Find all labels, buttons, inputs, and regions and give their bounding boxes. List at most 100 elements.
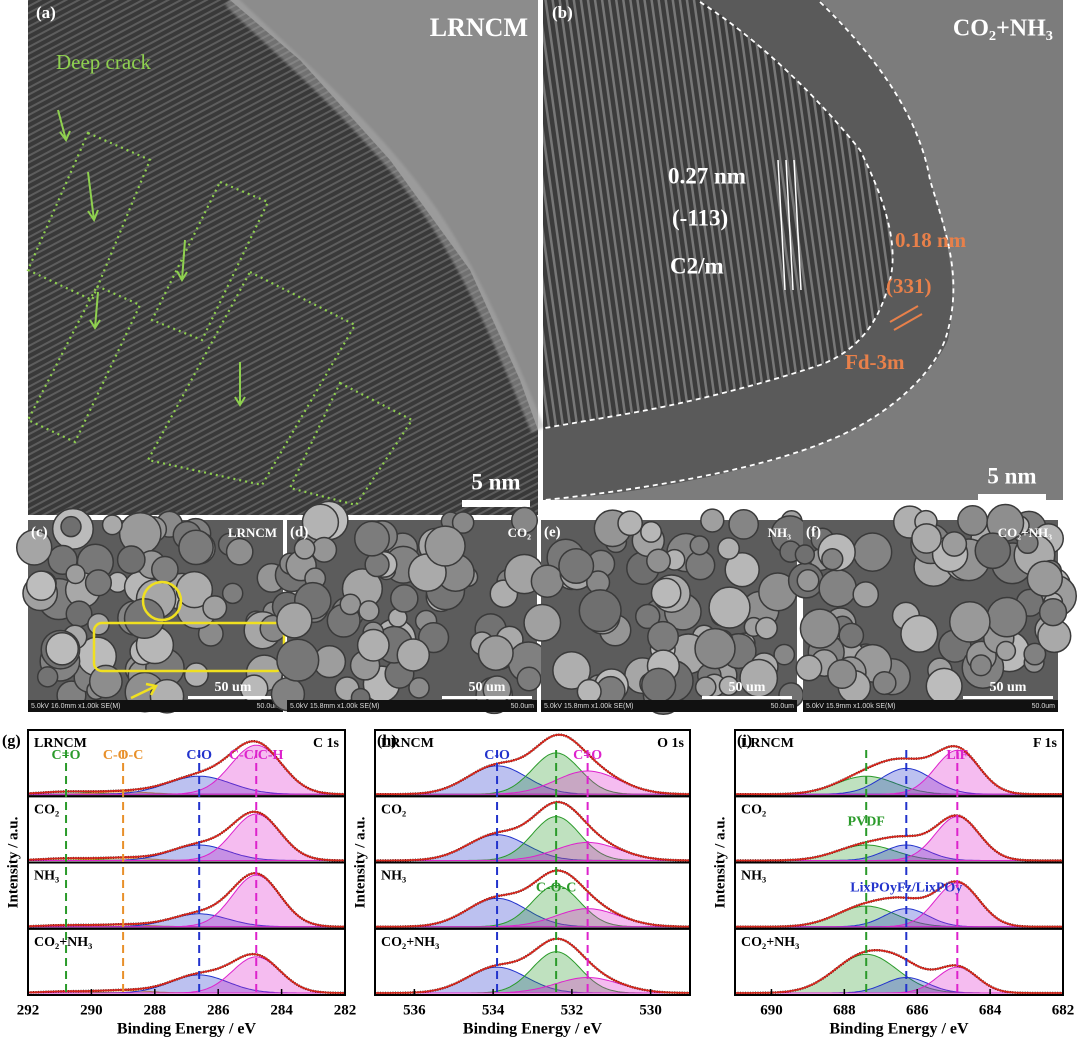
component-peak <box>734 908 1064 928</box>
sem-scale-text: 50.0um <box>1032 703 1056 710</box>
sem-row: 5.0kV 16.0mm x1.00k SE(M) 50.0um(c) LRNCM5… <box>15 500 1078 716</box>
panel-label: (e) <box>544 524 561 540</box>
component-label: LixPOyFz/LixPOy <box>850 881 962 896</box>
particle <box>293 537 316 560</box>
particle <box>558 547 595 585</box>
particle <box>634 603 661 630</box>
y-axis-label: Intensity / a.u. <box>712 816 728 908</box>
particle <box>818 568 857 608</box>
tem-b: (b) CO₂+NH₃ 0.27 nm (-113) C2/m 0.18 nm … <box>543 0 1063 501</box>
particle <box>948 601 991 643</box>
sem-scale-text: 50.0um <box>771 703 795 710</box>
x-tick-label: 684 <box>979 1002 1002 1018</box>
panel-title: LRNCM <box>430 13 528 42</box>
particle <box>390 584 419 613</box>
sem-info: 5.0kV 16.0mm x1.00k SE(M) <box>31 703 120 710</box>
x-axis-label: Binding Energy / eV <box>117 1021 257 1038</box>
component-label: C-O <box>186 748 212 763</box>
scale-bar <box>702 696 792 699</box>
fit-envelope <box>735 949 1063 994</box>
lattice-spacing: 0.18 nm <box>895 228 967 252</box>
fit-envelope <box>27 810 346 862</box>
particle <box>1016 531 1039 555</box>
y-axis-label: Intensity / a.u. <box>5 816 21 908</box>
sem-panel: 5.0kV 15.8mm x1.00k SE(M) 50.0um (d) CO₂ 50 … <box>270 500 550 715</box>
particle <box>941 531 968 557</box>
particle <box>617 510 643 537</box>
scale-bar <box>462 500 530 507</box>
particle <box>276 602 313 639</box>
particle <box>724 551 760 588</box>
particle <box>116 545 146 575</box>
particle <box>36 666 59 688</box>
particle <box>353 520 390 557</box>
sem-info: 5.0kV 15.8mm x1.00k SE(M) <box>290 703 379 710</box>
phase: Fd-3m <box>845 350 905 374</box>
fit-envelope <box>27 953 345 994</box>
scale-bar-label: 50 um <box>729 680 766 695</box>
row-name: CO₂+NH₃ <box>381 935 439 950</box>
phase: C2/m <box>670 253 724 278</box>
component-peak <box>735 976 1063 994</box>
panel-label: (a) <box>36 3 56 22</box>
panel-title: CO₂ <box>508 525 532 540</box>
particle <box>694 676 717 698</box>
lattice-spacing: 0.27 nm <box>668 163 746 188</box>
row-name: LRNCM <box>34 736 87 751</box>
particle <box>755 616 778 640</box>
particle <box>516 666 542 692</box>
row-name: LRNCM <box>741 736 794 751</box>
element-label: F 1s <box>1033 736 1058 751</box>
particle <box>718 675 739 696</box>
panel-label: (h) <box>377 733 397 750</box>
row-name: CO₂+NH₃ <box>741 935 799 950</box>
particle <box>578 589 622 633</box>
scale-bar <box>188 696 278 699</box>
particle <box>311 536 338 563</box>
x-tick-label: 290 <box>80 1002 103 1018</box>
tem-a: (a) LRNCM Deep crack 5 nm <box>26 0 545 515</box>
component-label: C-C/C-H <box>229 748 284 763</box>
fit-envelope <box>735 814 1063 862</box>
particle <box>45 632 79 666</box>
highlight <box>141 580 183 622</box>
particle <box>225 537 254 566</box>
scale-bar-label: 5 nm <box>987 463 1036 488</box>
particle <box>530 564 565 598</box>
x-tick-label: 284 <box>270 1002 293 1018</box>
particle <box>552 650 592 690</box>
panel-title: CO₂+NH₃ <box>953 16 1053 42</box>
scale-bar <box>978 494 1046 501</box>
row-name: NH₃ <box>381 869 406 884</box>
component-label: C=O <box>52 748 81 763</box>
element-label: O 1s <box>657 736 684 751</box>
component-peak <box>374 885 691 928</box>
particle <box>576 678 602 705</box>
particle <box>796 569 820 592</box>
component-label: LiF <box>946 748 968 763</box>
particle <box>708 586 751 629</box>
info-bar <box>803 700 1058 712</box>
lattice-plane: (-113) <box>672 205 728 230</box>
info-bar <box>541 700 797 712</box>
particle <box>60 515 82 538</box>
particle <box>872 670 897 696</box>
particle <box>795 654 823 682</box>
panel-label: (b) <box>552 3 573 22</box>
particle <box>925 667 963 705</box>
particle <box>995 640 1017 662</box>
x-tick-label: 686 <box>906 1002 929 1018</box>
fit-envelope <box>27 740 345 795</box>
particle <box>339 593 362 616</box>
panel-label: (i) <box>737 733 752 750</box>
component-peak <box>375 951 690 994</box>
fit-envelope <box>735 745 1063 796</box>
particle <box>358 600 380 622</box>
scale-bar <box>442 696 532 699</box>
subplot-frame <box>734 927 1064 996</box>
row-name: CO₂ <box>381 802 406 817</box>
component-label: C-O <box>484 748 510 763</box>
fit-envelope <box>375 869 691 928</box>
particle <box>88 664 123 699</box>
fit-envelope <box>375 733 690 796</box>
